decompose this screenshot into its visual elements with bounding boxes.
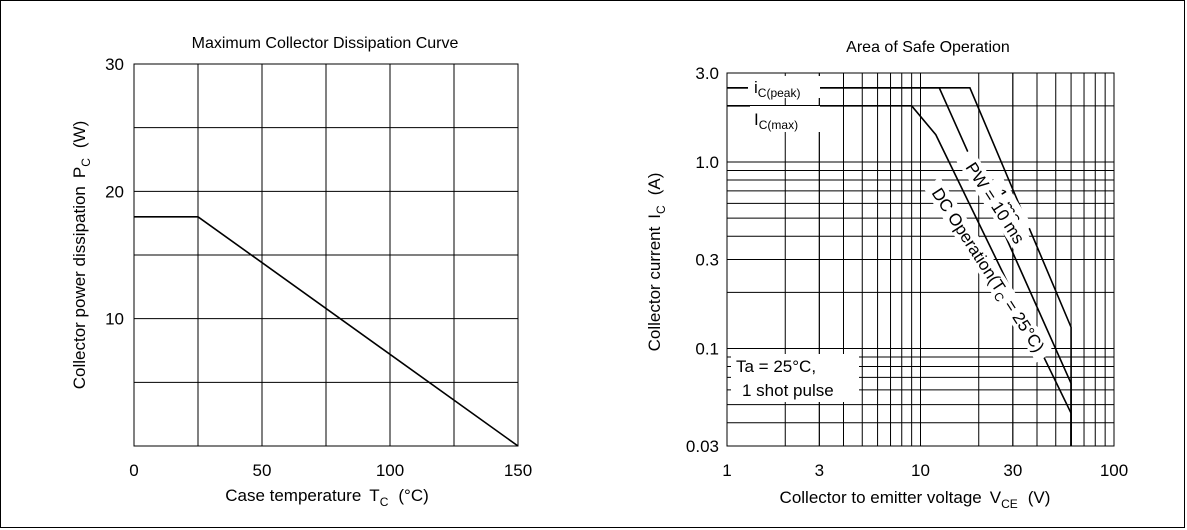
y-tick-label: 30 xyxy=(105,55,124,74)
y-tick-label: 10 xyxy=(105,310,124,329)
y-tick-label: 3.0 xyxy=(695,64,719,83)
y-tick-label: 0.1 xyxy=(695,339,719,358)
y-tick-label: 1.0 xyxy=(695,153,719,172)
series-line-dc-operation xyxy=(727,105,1072,446)
svg-text:iC(peak): iC(peak) xyxy=(754,78,800,100)
chart2-y-axis-title: Collector currentIC(A) xyxy=(645,173,668,352)
y-tick-label: 0.03 xyxy=(686,437,719,456)
chart2-plot-frame xyxy=(726,72,1115,447)
chart1-plot-frame xyxy=(133,63,519,447)
svg-text:1 shot pulse: 1 shot pulse xyxy=(742,381,834,400)
series-line-power-derating xyxy=(134,216,519,447)
x-tick-label: 150 xyxy=(504,461,532,480)
chart2-tick-labels: 1 3 10 30 100 0.03 0.1 0.3 1.0 3.0 xyxy=(686,64,1128,480)
x-tick-label: 100 xyxy=(1100,461,1128,480)
chart2-x-axis-title: Collector to emitter voltage VCE (V) xyxy=(780,488,1051,511)
svg-text:IC(max): IC(max) xyxy=(754,110,798,132)
svg-text:DC Operation(TC = 25°C): DC Operation(TC = 25°C) xyxy=(925,185,1048,358)
chart-max-collector-dissipation: Maximum Collector Dissipation Curve 0 50 1… xyxy=(70,35,532,509)
x-tick-label: 10 xyxy=(911,461,930,480)
chart2-title: Area of Safe Operation xyxy=(846,39,1010,56)
chart1-series xyxy=(134,216,519,447)
chart1-x-axis-title: Case temperature TC (°C) xyxy=(225,486,429,509)
condition-label: Ta = 25°C, 1 shot pulse xyxy=(731,354,859,402)
chart1-title: Maximum Collector Dissipation Curve xyxy=(192,35,459,52)
x-tick-label: 0 xyxy=(129,461,138,480)
ic-peak-label: iC(peak) xyxy=(748,76,820,100)
svg-text:Ta = 25°C,: Ta = 25°C, xyxy=(736,357,816,376)
chart1-tick-labels: 0 50 100 150 10 20 30 xyxy=(105,55,532,480)
y-tick-label: 20 xyxy=(105,182,124,201)
x-tick-label: 30 xyxy=(1003,461,1022,480)
x-tick-label: 1 xyxy=(722,461,731,480)
x-tick-label: 100 xyxy=(376,461,404,480)
y-tick-label: 0.3 xyxy=(695,251,719,270)
chart1-gridlines xyxy=(134,64,518,446)
chart1-y-axis-title: Collector power dissipationPC(W) xyxy=(70,121,93,390)
x-tick-label: 50 xyxy=(253,461,272,480)
ic-max-label: IC(max) xyxy=(750,106,820,132)
x-tick-label: 3 xyxy=(815,461,824,480)
